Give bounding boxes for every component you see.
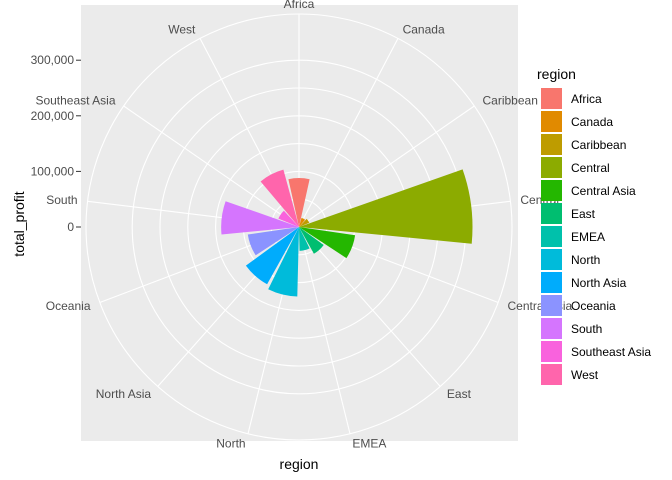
y-tick-label: 300,000 [31, 53, 75, 67]
bar-emea [299, 227, 310, 251]
legend-swatch [541, 88, 562, 109]
category-label: EMEA [352, 437, 386, 451]
bars-layer [221, 169, 473, 297]
legend-swatch [541, 157, 562, 178]
legend-swatch [541, 272, 562, 293]
legend-swatch [541, 111, 562, 132]
legend-label: South [571, 322, 602, 336]
legend-swatch [541, 203, 562, 224]
grid-spoke [298, 38, 399, 228]
grid-spoke [298, 226, 351, 434]
category-label: North [216, 437, 245, 451]
bar-west [260, 169, 299, 227]
category-label: Central Asia [508, 299, 573, 313]
category-label: East [447, 387, 472, 401]
legend-label: North Asia [571, 276, 627, 290]
category-label: North Asia [96, 387, 152, 401]
legend-swatch [541, 318, 562, 339]
y-tick-label: 100,000 [31, 164, 75, 178]
grid-spoke [298, 105, 475, 228]
legend-label: Central Asia [571, 184, 636, 198]
category-label: South [46, 193, 77, 207]
legend-swatch [541, 249, 562, 270]
bar-canada [299, 217, 306, 227]
legend-swatch [541, 341, 562, 362]
bar-southeast-asia [278, 210, 299, 227]
grid-spoke [298, 226, 441, 387]
category-label: Oceania [46, 299, 91, 313]
category-label: Canada [403, 23, 445, 37]
legend-label: West [571, 368, 599, 382]
category-label: West [168, 23, 196, 37]
y-axis-ticks: 0 100,000 200,000 300,000 [31, 53, 81, 234]
grid-spoke [123, 105, 300, 228]
legend-label: Caribbean [571, 138, 626, 152]
bar-oceania [247, 227, 299, 256]
bar-caribbean [299, 218, 310, 227]
legend-swatch [541, 295, 562, 316]
bar-africa [288, 178, 310, 227]
legend-label: East [571, 207, 596, 221]
legend-label: Central [571, 161, 610, 175]
legend-label: Southeast Asia [571, 345, 651, 359]
bar-central-asia [299, 227, 356, 259]
x-axis-title: region [280, 456, 319, 472]
legend-swatch [541, 180, 562, 201]
category-label: Caribbean [483, 93, 538, 107]
bar-central [299, 169, 473, 244]
legend-label: North [571, 253, 600, 267]
legend-label: Canada [571, 115, 613, 129]
y-tick-label: 200,000 [31, 109, 75, 123]
legend-label: EMEA [571, 230, 605, 244]
y-axis-title: total_profit [11, 191, 27, 256]
legend: region Africa Canada Caribbean Central Centr… [537, 66, 651, 385]
bar-south [221, 201, 299, 235]
bar-north [268, 227, 299, 297]
legend-label: Oceania [571, 299, 616, 313]
legend-label: Africa [571, 92, 602, 106]
bar-north-asia [245, 227, 299, 285]
legend-title: region [537, 66, 576, 82]
legend-swatch [541, 134, 562, 155]
bar-east [299, 227, 324, 254]
category-label: Africa [284, 0, 315, 11]
legend-swatch [541, 226, 562, 247]
legend-swatch [541, 364, 562, 385]
y-tick-label: 0 [67, 220, 74, 234]
category-label: Southeast Asia [35, 93, 115, 107]
